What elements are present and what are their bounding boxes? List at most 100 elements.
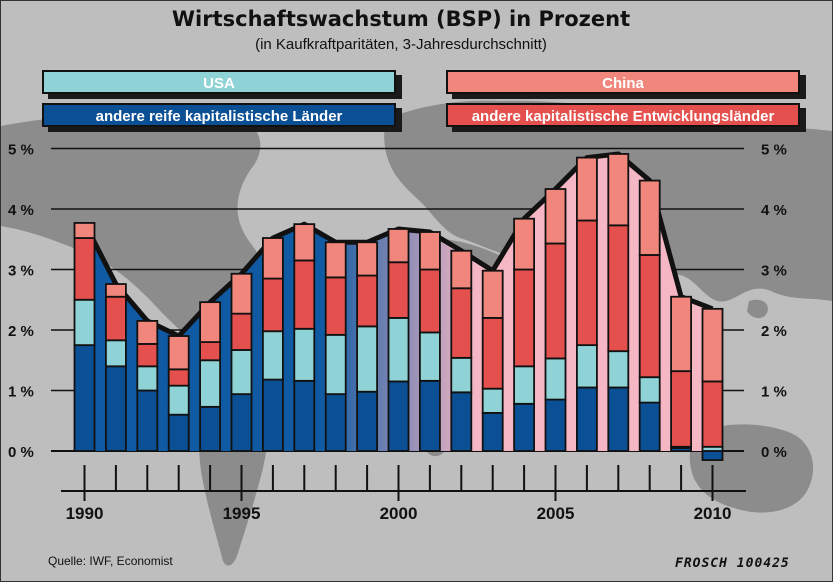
bar-china-2006 [576, 156, 598, 222]
bar-mature-2004 [513, 402, 535, 452]
y-axis-right: 0 % 1 % 2 % 3 % 4 % 5 % [761, 142, 787, 462]
bar-mature-1994 [199, 405, 222, 452]
bar-developing-2000 [387, 261, 410, 319]
bar-usa-1994 [199, 359, 222, 408]
bar-developing-1998 [324, 276, 347, 336]
bar-mature-2010 [701, 450, 724, 461]
y-tick-label-right: 5 % [761, 142, 787, 159]
bar-china-2004 [513, 217, 535, 271]
bar-developing-1995 [230, 312, 253, 351]
bar-mature-2001 [418, 379, 441, 452]
y-tick-label-right: 0 % [761, 444, 787, 461]
x-tick-label: 1990 [66, 504, 104, 523]
bar-china-1990 [73, 222, 96, 239]
bar-china-1995 [230, 272, 253, 315]
bar-usa-2004 [513, 365, 535, 405]
artist-signature: FROSCH 100425 [675, 556, 790, 571]
bar-china-2003 [481, 269, 504, 319]
bar-mature-2000 [387, 380, 410, 452]
bar-china-1996 [261, 237, 284, 280]
bar-china-1999 [356, 241, 379, 277]
bar-developing-2003 [481, 316, 504, 390]
x-axis: 1990 1995 2000 2005 2010 [61, 465, 746, 523]
bar-usa-1992 [136, 365, 159, 392]
bar-usa-1999 [356, 325, 379, 393]
bar-mature-2005 [544, 398, 567, 452]
bar-usa-1993 [167, 384, 190, 416]
bar-mature-1999 [356, 390, 379, 452]
bar-usa-2006 [576, 344, 598, 389]
bar-mature-1993 [167, 413, 190, 452]
y-tick-label-right: 2 % [761, 323, 787, 340]
bar-usa-1991 [105, 339, 127, 368]
bar-usa-1998 [324, 333, 347, 396]
y-tick-label-left: 5 % [8, 142, 34, 159]
bar-usa-2001 [418, 331, 441, 382]
bar-developing-2001 [418, 268, 441, 334]
bar-mature-1997 [293, 379, 316, 452]
bar-developing-2004 [513, 268, 535, 368]
y-tick-label-left: 1 % [8, 384, 34, 401]
bar-developing-2005 [544, 242, 567, 360]
bar-mature-2007 [607, 386, 630, 452]
bar-mature-1998 [324, 393, 347, 452]
stacked-bars [73, 153, 724, 461]
bar-developing-1994 [199, 341, 222, 362]
bar-usa-2002 [450, 356, 473, 394]
bar-developing-1996 [261, 277, 284, 333]
bar-developing-2006 [576, 219, 598, 347]
bar-china-1998 [324, 241, 347, 279]
bar-developing-1993 [167, 368, 190, 387]
bar-usa-2008 [638, 376, 661, 404]
bar-china-2010 [701, 307, 724, 383]
bar-mature-1996 [261, 378, 284, 452]
bar-china-2009 [670, 295, 692, 373]
bar-usa-1995 [230, 349, 253, 396]
source-note: Quelle: IWF, Economist [48, 554, 173, 568]
chart-subtitle: (in Kaufkraftparitäten, 3-Jahresdurchsch… [255, 36, 547, 53]
bar-developing-2008 [638, 254, 661, 379]
bar-usa-1990 [73, 298, 96, 347]
legend-usa: USA [42, 70, 396, 94]
bar-mature-1991 [105, 365, 127, 452]
bar-china-1993 [167, 335, 190, 371]
bar-china-2007 [607, 153, 630, 227]
legend-developing-countries: andere kapitalistische Entwicklungslände… [446, 103, 800, 127]
bar-usa-2007 [607, 350, 630, 389]
bar-developing-2009 [670, 370, 692, 448]
bar-china-1991 [105, 283, 127, 298]
y-tick-label-right: 4 % [761, 202, 787, 219]
y-tick-label-left: 4 % [8, 202, 34, 219]
bar-mature-1990 [73, 344, 96, 452]
x-tick-label: 2010 [694, 504, 732, 523]
legend-mature-countries: andere reife kapitalistische Länder [42, 103, 396, 127]
y-tick-label-left: 3 % [8, 263, 34, 280]
chart-title: Wirtschaftswachstum (BSP) in Prozent [171, 7, 631, 31]
bar-mature-2008 [638, 401, 661, 452]
bar-developing-2010 [701, 380, 724, 448]
y-tick-label-right: 3 % [761, 263, 787, 280]
bar-mature-2002 [450, 391, 473, 452]
y-tick-label-right: 1 % [761, 384, 787, 401]
legend-china: China [446, 70, 800, 94]
y-tick-label-left: 2 % [8, 323, 34, 340]
bar-mature-2006 [576, 386, 598, 452]
bar-developing-2007 [607, 224, 630, 353]
y-axis-left: 0 % 1 % 2 % 3 % 4 % 5 % [8, 142, 34, 462]
bar-developing-1999 [356, 274, 379, 328]
bar-mature-1992 [136, 389, 159, 452]
bar-developing-1997 [293, 259, 316, 330]
y-tick-label-left: 0 % [8, 444, 34, 461]
bar-developing-1990 [73, 237, 96, 301]
bar-china-2001 [418, 231, 441, 271]
bar-china-2002 [450, 249, 473, 290]
bar-china-1992 [136, 320, 159, 345]
bar-china-2005 [544, 188, 567, 245]
bar-mature-1995 [230, 393, 253, 452]
bar-usa-2003 [481, 387, 504, 414]
x-tick-label: 2000 [380, 504, 418, 523]
bar-usa-2000 [387, 316, 410, 383]
bar-mature-2003 [481, 411, 504, 452]
